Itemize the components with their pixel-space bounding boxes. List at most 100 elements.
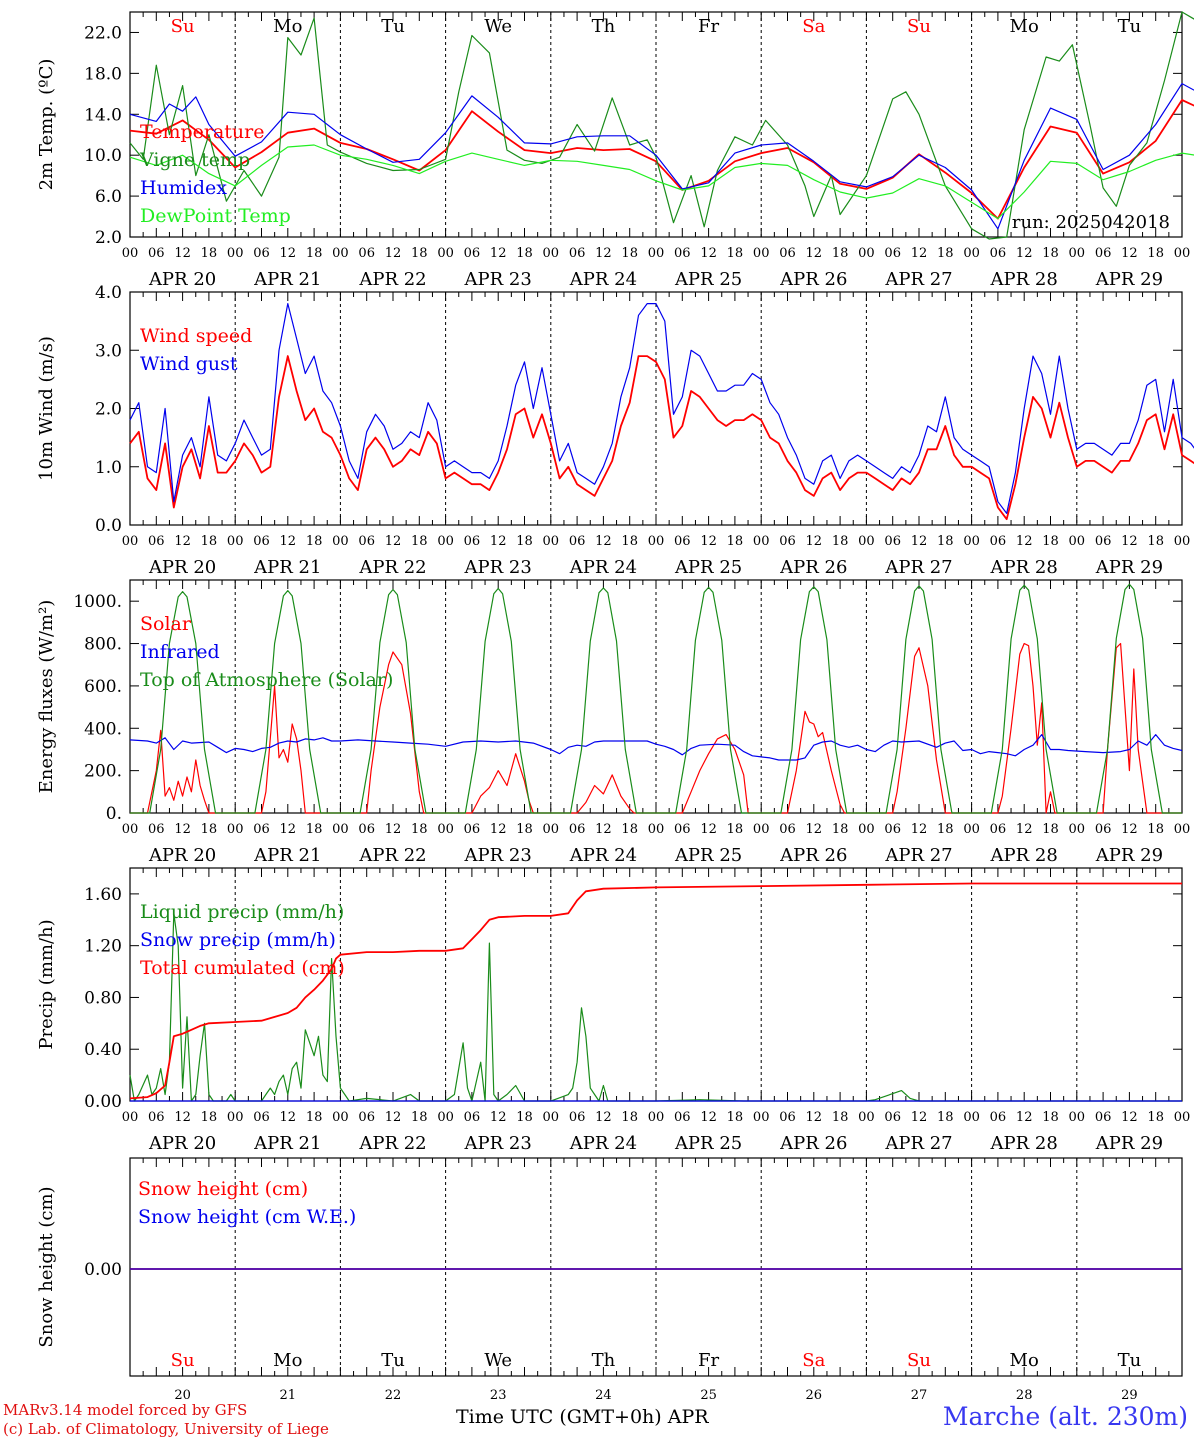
panel-4: 0.00 0.40 0.80 1.20 1.60 Precip (mm/h) Liquid … <box>36 867 1191 1154</box>
weekday-label-bottom: Tu <box>1118 1350 1142 1371</box>
y-tick-label: 800. <box>84 635 122 655</box>
x-hour-label: 00 <box>858 822 875 837</box>
x-hour-label: 18 <box>832 822 849 837</box>
x-hour-label: 00 <box>1174 1110 1191 1125</box>
x-hour-label: 18 <box>727 1110 744 1125</box>
weekday-label-bottom: Su <box>171 1350 195 1371</box>
x-date-label: APR 29 <box>1095 845 1163 866</box>
x-day-number: 22 <box>385 1388 402 1403</box>
x-hour-label: 18 <box>937 246 954 261</box>
x-hour-label: 00 <box>227 1110 244 1125</box>
x-date-label: APR 29 <box>1095 557 1163 578</box>
x-hour-label: 12 <box>806 246 823 261</box>
series-line-3 <box>130 583 1182 814</box>
x-date-label: APR 20 <box>148 845 216 866</box>
x-hour-label: 12 <box>385 1110 402 1125</box>
weekday-label: Tu <box>381 16 405 37</box>
x-axis-month: APR <box>667 1406 709 1428</box>
legend-entry-1: Solar <box>140 613 192 635</box>
y-tick-label: 0. <box>106 804 122 824</box>
series-line-2 <box>129 303 1194 515</box>
y-axis-label: Energy fluxes (W/m²) <box>36 600 57 794</box>
x-hour-label: 00 <box>332 822 349 837</box>
x-hour-label: 06 <box>253 1110 270 1125</box>
x-hour-label: 06 <box>358 822 375 837</box>
x-hour-label: 12 <box>595 822 612 837</box>
x-hour-label: 12 <box>385 246 402 261</box>
y-tick-label: 1.20 <box>84 937 122 957</box>
weekday-label: Sa <box>802 16 825 37</box>
x-date-label: APR 25 <box>674 269 742 290</box>
series-line-1 <box>129 99 1194 220</box>
x-hour-label: 06 <box>990 534 1007 549</box>
x-hour-label: 06 <box>674 534 691 549</box>
series-line-3 <box>129 82 1194 230</box>
y-tick-label: 0.80 <box>84 988 122 1008</box>
x-hour-label: 00 <box>1174 246 1191 261</box>
x-hour-label: 00 <box>1069 822 1086 837</box>
x-hour-label: 12 <box>174 246 191 261</box>
copyright: (c) Lab. of Climatology, University of L… <box>3 1420 329 1438</box>
y-tick-label: 200. <box>84 762 122 782</box>
x-hour-label: 18 <box>621 246 638 261</box>
x-hour-label: 18 <box>727 246 744 261</box>
legend-entry-3: Humidex <box>140 177 227 199</box>
x-hour-label: 00 <box>332 246 349 261</box>
y-tick-label: 10.0 <box>84 146 122 166</box>
x-hour-label: 00 <box>1174 822 1191 837</box>
x-hour-label: 12 <box>174 534 191 549</box>
weekday-label: Th <box>592 16 616 37</box>
model-credit: MARv3.14 model forced by GFS <box>3 1401 248 1419</box>
x-hour-label: 18 <box>621 534 638 549</box>
x-hour-label: 06 <box>779 1110 796 1125</box>
x-hour-label: 00 <box>1069 246 1086 261</box>
x-hour-label: 12 <box>911 1110 928 1125</box>
x-date-label: APR 24 <box>569 557 637 578</box>
y-tick-label: 14.0 <box>84 105 122 125</box>
x-hour-label: 12 <box>1016 1110 1033 1125</box>
x-hour-label: 12 <box>700 822 717 837</box>
y-axis-label: Snow height (cm) <box>36 1186 57 1347</box>
x-axis-title: Time UTC (GMT+0h) APR <box>456 1406 709 1428</box>
weekday-label-bottom: Tu <box>381 1350 405 1371</box>
x-day-number: 25 <box>700 1388 717 1403</box>
x-hour-label: 12 <box>595 1110 612 1125</box>
x-hour-label: 00 <box>858 534 875 549</box>
x-hour-label: 06 <box>569 1110 586 1125</box>
x-hour-label: 00 <box>543 822 560 837</box>
x-hour-label: 06 <box>884 822 901 837</box>
x-hour-label: 06 <box>674 246 691 261</box>
x-date-label: APR 24 <box>569 845 637 866</box>
x-hour-label: 18 <box>201 1110 218 1125</box>
x-hour-label: 06 <box>884 1110 901 1125</box>
x-hour-label: 00 <box>648 246 665 261</box>
x-hour-label: 00 <box>1069 534 1086 549</box>
panel-1: 2.0 6.0 10.0 14.0 18.0 22.0 2m Temp. (ºC) Tempe… <box>36 11 1194 290</box>
x-date-label: APR 22 <box>358 1133 426 1154</box>
x-hour-label: 12 <box>911 246 928 261</box>
x-hour-label: 00 <box>858 1110 875 1125</box>
x-date-label: APR 24 <box>569 269 637 290</box>
weekday-label-bottom: Fr <box>698 1350 719 1371</box>
x-hour-label: 18 <box>201 246 218 261</box>
x-hour-label: 06 <box>464 534 481 549</box>
x-hour-label: 00 <box>227 822 244 837</box>
x-hour-label: 00 <box>858 246 875 261</box>
x-date-label: APR 20 <box>148 1133 216 1154</box>
legend-entry-2: Wind gust <box>140 353 238 375</box>
x-hour-label: 18 <box>411 534 428 549</box>
x-hour-label: 18 <box>937 1110 954 1125</box>
x-hour-label: 06 <box>990 1110 1007 1125</box>
x-day-number: 24 <box>595 1388 612 1403</box>
series-line-4 <box>129 144 1194 220</box>
x-hour-label: 18 <box>621 822 638 837</box>
x-hour-label: 00 <box>437 1110 454 1125</box>
x-hour-label: 12 <box>385 822 402 837</box>
x-hour-label: 06 <box>1095 822 1112 837</box>
series-line-1 <box>129 355 1194 521</box>
x-hour-label: 00 <box>648 534 665 549</box>
x-date-label: APR 26 <box>779 557 847 578</box>
x-day-number: 26 <box>806 1388 823 1403</box>
x-hour-label: 18 <box>937 534 954 549</box>
x-hour-label: 18 <box>201 822 218 837</box>
